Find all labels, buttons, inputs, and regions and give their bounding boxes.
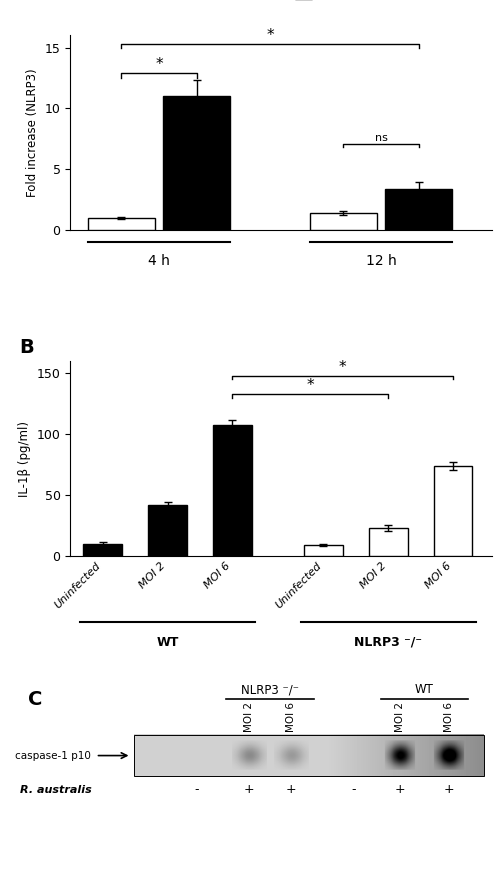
Text: +: + bbox=[442, 783, 453, 796]
Text: WT: WT bbox=[414, 683, 432, 696]
Text: +: + bbox=[285, 783, 296, 796]
Bar bbox=[148, 505, 187, 556]
Text: -: - bbox=[351, 783, 356, 796]
Text: R. australis: R. australis bbox=[20, 785, 91, 795]
Text: +: + bbox=[243, 783, 254, 796]
Text: *: * bbox=[155, 57, 162, 72]
Text: *: * bbox=[338, 360, 346, 375]
Y-axis label: Fold increase (NLRP3): Fold increase (NLRP3) bbox=[26, 68, 39, 197]
Bar bbox=[309, 213, 376, 230]
Bar bbox=[303, 545, 342, 556]
Text: NLRP3 ⁻/⁻: NLRP3 ⁻/⁻ bbox=[354, 636, 421, 649]
Text: 12 h: 12 h bbox=[365, 254, 396, 267]
Bar bbox=[133, 735, 482, 776]
Text: -: - bbox=[194, 783, 198, 796]
Text: +: + bbox=[393, 783, 404, 796]
Y-axis label: IL-1β (pg/ml): IL-1β (pg/ml) bbox=[18, 420, 31, 496]
Bar bbox=[212, 425, 252, 556]
Bar bbox=[368, 528, 407, 556]
Bar bbox=[385, 189, 451, 230]
Text: C: C bbox=[28, 690, 43, 710]
Text: B: B bbox=[20, 338, 35, 357]
Bar bbox=[83, 544, 122, 556]
Text: MOI 6: MOI 6 bbox=[443, 703, 452, 733]
Bar bbox=[88, 218, 154, 230]
Text: MOI 2: MOI 2 bbox=[394, 703, 404, 733]
Text: MOI 2: MOI 2 bbox=[243, 703, 254, 733]
Text: NLRP3 ⁻/⁻: NLRP3 ⁻/⁻ bbox=[240, 683, 299, 696]
Text: 4 h: 4 h bbox=[148, 254, 170, 267]
Text: MOI 6: MOI 6 bbox=[286, 703, 296, 733]
Text: WT: WT bbox=[156, 636, 178, 649]
Text: *: * bbox=[306, 379, 314, 394]
Bar bbox=[163, 96, 229, 230]
Text: *: * bbox=[266, 28, 273, 43]
Text: ns: ns bbox=[374, 133, 387, 142]
Text: caspase-1 p10: caspase-1 p10 bbox=[16, 750, 91, 760]
Bar bbox=[433, 466, 471, 556]
